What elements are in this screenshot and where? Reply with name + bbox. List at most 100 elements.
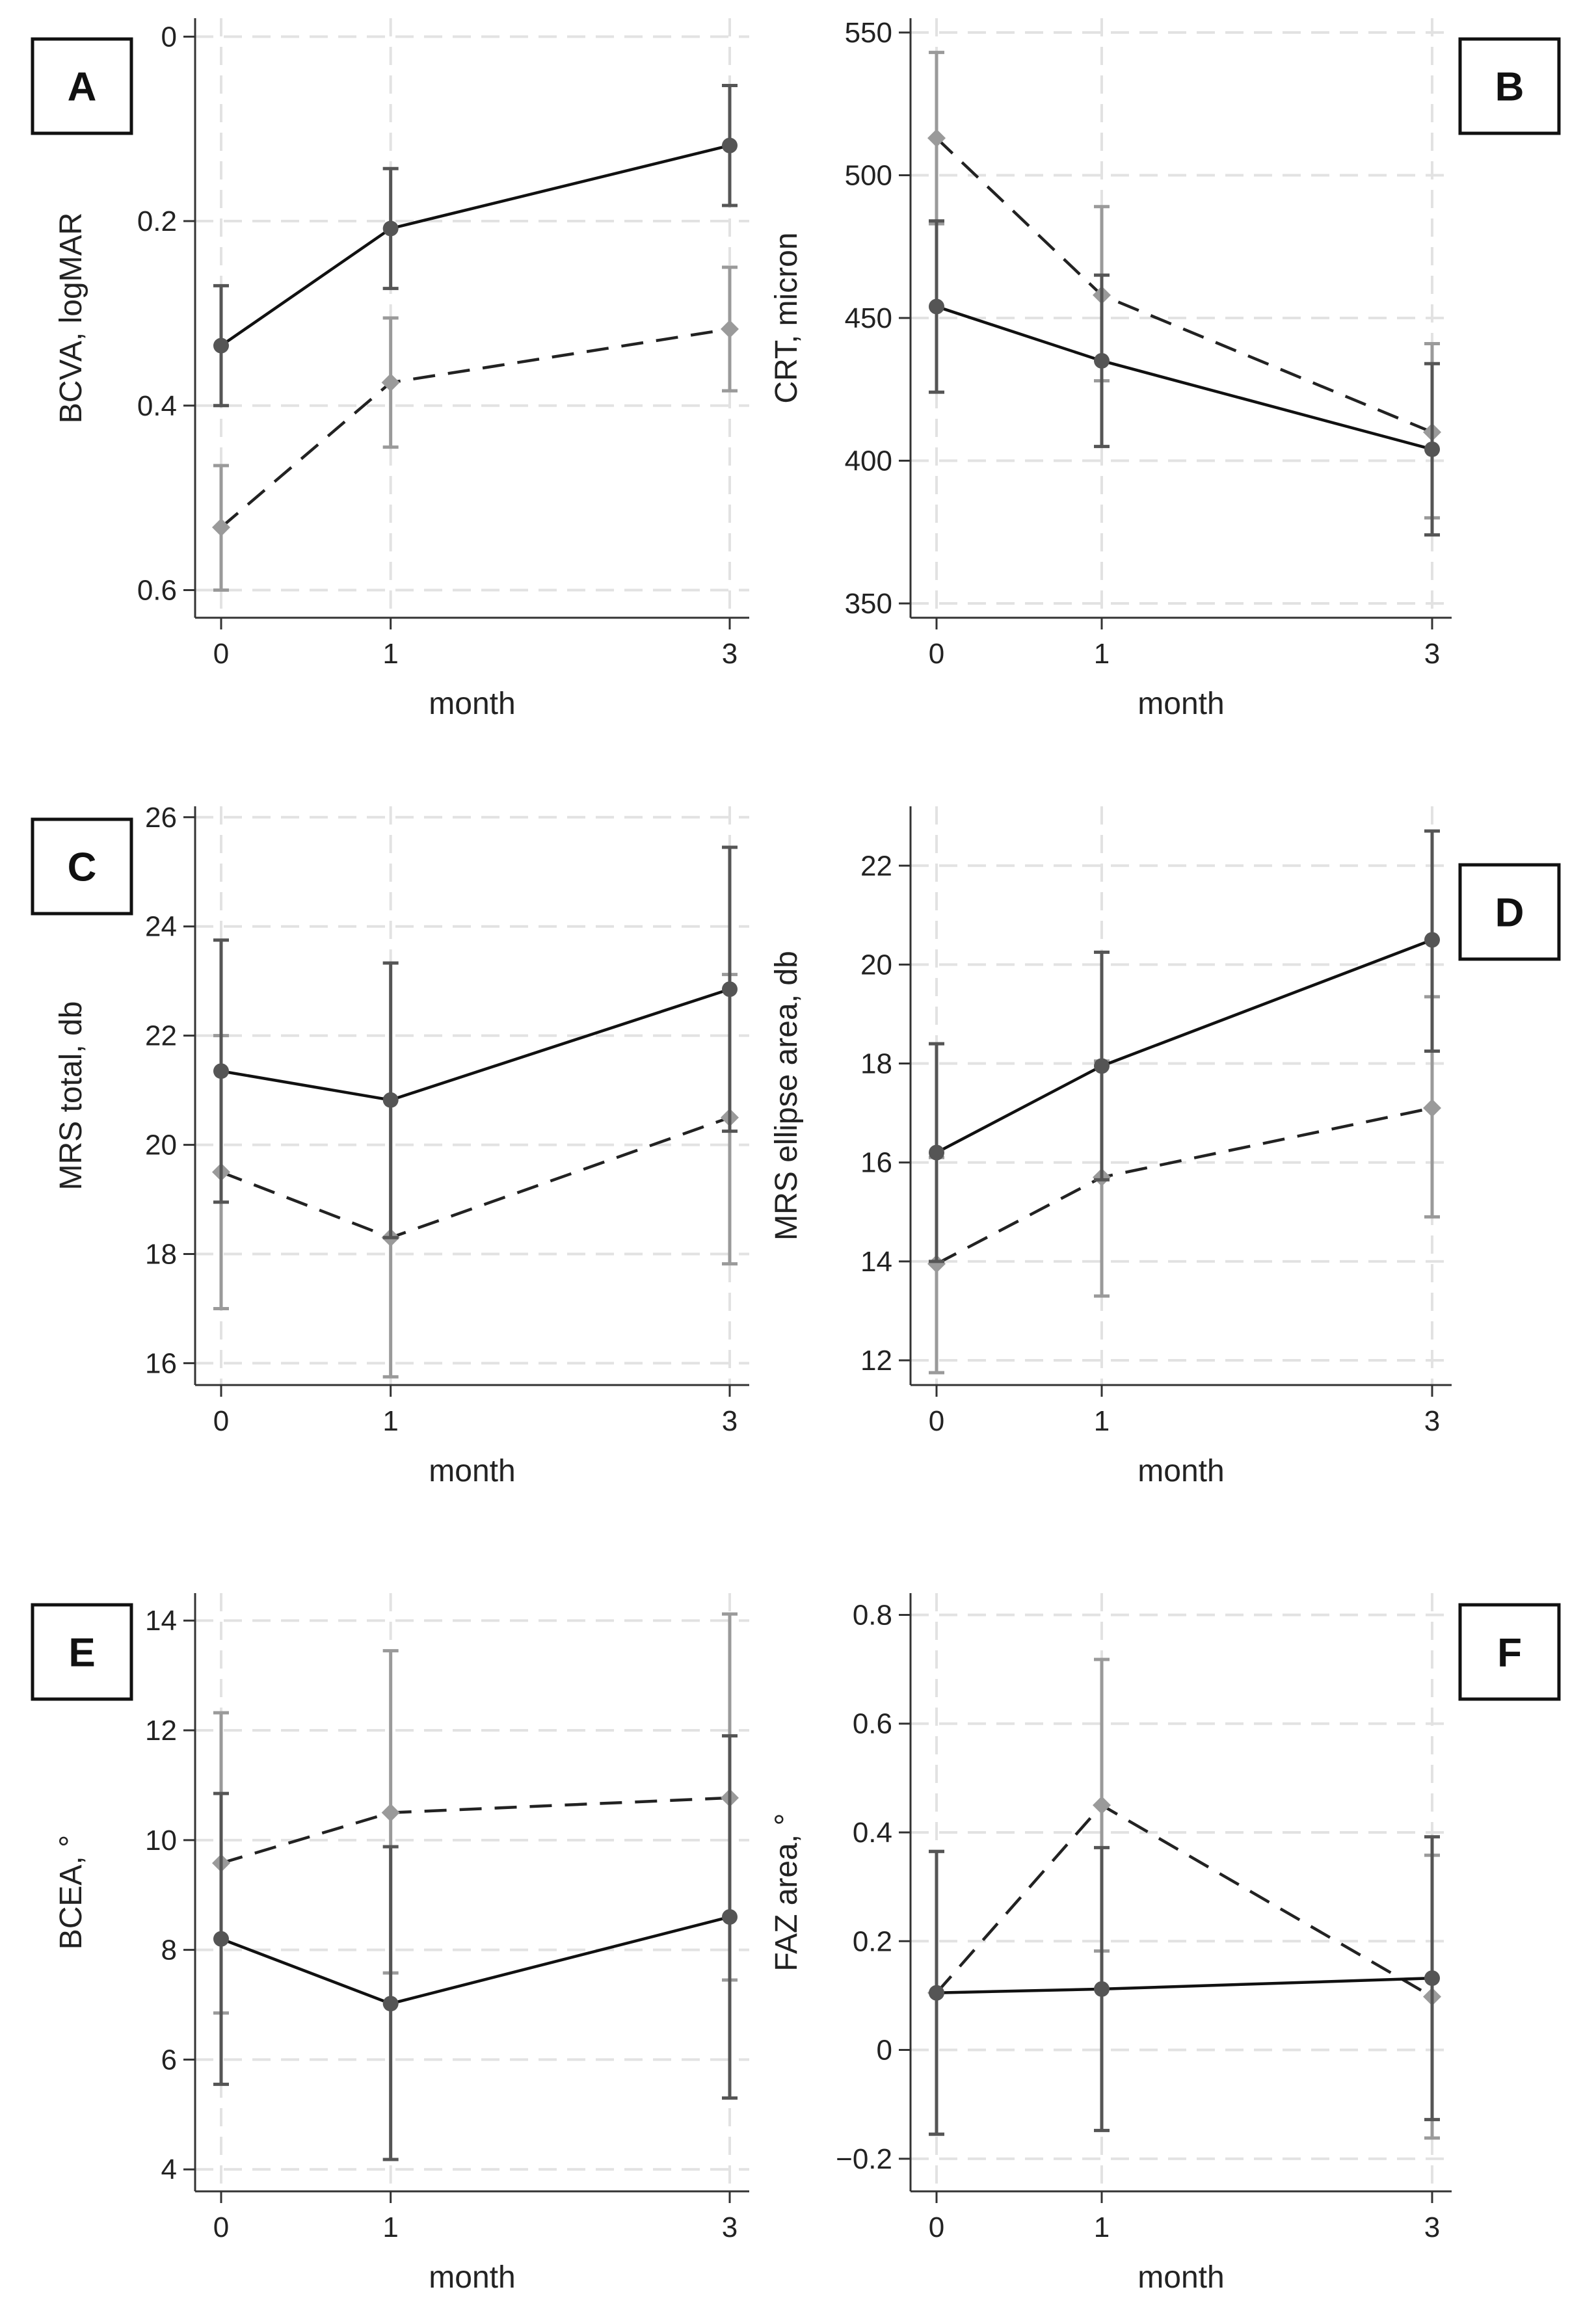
series-solid bbox=[213, 845, 738, 1239]
panel-e: 4 6 8 10 12 14 0 1 3 month BCEA, ° E bbox=[31, 1593, 749, 2295]
series-line bbox=[220, 327, 730, 529]
series-line bbox=[220, 144, 730, 347]
x-tick-label: 1 bbox=[382, 1405, 398, 1437]
data-point bbox=[722, 137, 738, 153]
y-tick-label: 0.4 bbox=[137, 390, 177, 422]
y-axis-title: CRT, micron bbox=[769, 232, 804, 403]
series-solid bbox=[213, 84, 738, 408]
series-dashed bbox=[927, 995, 1441, 1375]
panel-label: A bbox=[68, 65, 97, 110]
x-tick-label: 1 bbox=[382, 638, 398, 670]
y-axis-title: MRS ellipse area, db bbox=[769, 951, 804, 1241]
series-dashed bbox=[927, 1657, 1441, 2140]
data-point bbox=[1093, 1796, 1111, 1815]
data-point bbox=[382, 1092, 399, 1108]
x-tick-label: 0 bbox=[929, 638, 944, 670]
x-axis-title: month bbox=[429, 1454, 515, 1488]
data-point bbox=[1424, 441, 1440, 457]
x-tick-label: 1 bbox=[1094, 2212, 1110, 2243]
y-axis-title: BCVA, logMAR bbox=[54, 213, 88, 424]
series-line bbox=[935, 1106, 1433, 1265]
panel-d: 12 14 16 18 20 22 0 1 3 month MRS ellipse area, db… bbox=[769, 806, 1561, 1488]
x-axis-title: month bbox=[1138, 687, 1224, 721]
y-tick-label: 22 bbox=[145, 1020, 177, 1052]
series-line bbox=[935, 137, 1433, 434]
panel-label: C bbox=[68, 845, 97, 890]
data-point bbox=[1424, 932, 1440, 948]
data-point bbox=[382, 1996, 399, 2012]
series-dashed bbox=[927, 51, 1441, 520]
data-point bbox=[927, 1254, 946, 1273]
panel-label-box bbox=[1458, 1603, 1561, 1701]
y-tick-label: 0.8 bbox=[853, 1599, 892, 1631]
series-line bbox=[935, 938, 1433, 1154]
series-line bbox=[936, 1976, 1433, 1994]
y-tick-label: 0 bbox=[161, 21, 177, 53]
data-point bbox=[722, 981, 738, 997]
series-dashed bbox=[212, 1612, 739, 2015]
y-tick-label: 20 bbox=[860, 949, 892, 981]
x-tick-label: 3 bbox=[1424, 1405, 1440, 1437]
y-tick-label: 16 bbox=[860, 1147, 892, 1179]
series-solid bbox=[929, 829, 1440, 1263]
panel-label-box bbox=[31, 1603, 133, 1701]
y-tick-label: 20 bbox=[145, 1129, 177, 1161]
x-axis-title: month bbox=[1138, 2260, 1224, 2295]
y-tick-label: 0.2 bbox=[853, 1925, 892, 1957]
data-point bbox=[722, 1908, 738, 1925]
panel-label: F bbox=[1497, 1631, 1522, 1676]
y-tick-label: 0 bbox=[877, 2035, 892, 2067]
panel-label: D bbox=[1495, 891, 1524, 936]
y-tick-label: 14 bbox=[145, 1605, 177, 1637]
panel-label-box bbox=[1458, 37, 1561, 135]
series-solid bbox=[213, 1734, 738, 2161]
series-solid bbox=[929, 219, 1440, 537]
y-tick-label: 350 bbox=[845, 588, 892, 620]
panel-label: B bbox=[1495, 65, 1524, 110]
y-tick-label: 0.6 bbox=[853, 1708, 892, 1740]
y-tick-label: 4 bbox=[161, 2154, 177, 2185]
data-point bbox=[1424, 1970, 1440, 1987]
x-tick-label: 3 bbox=[1424, 638, 1440, 670]
series-line bbox=[220, 1915, 730, 2005]
y-tick-label: 22 bbox=[860, 850, 892, 882]
data-point bbox=[1423, 1099, 1441, 1118]
series-dashed bbox=[212, 265, 739, 592]
y-tick-label: 0.2 bbox=[137, 205, 177, 237]
panel-label-box bbox=[1458, 863, 1561, 961]
data-point bbox=[929, 1985, 944, 2001]
y-tick-label: 400 bbox=[845, 445, 892, 477]
data-point bbox=[1094, 1981, 1110, 1997]
panel-label-box bbox=[31, 817, 133, 916]
x-axis-title: month bbox=[429, 2260, 515, 2295]
y-tick-label: 500 bbox=[845, 159, 892, 191]
panel-b: 350 400 450 500 550 0 1 3 month CRT, micron B bbox=[769, 17, 1561, 721]
y-tick-label: 24 bbox=[145, 911, 177, 943]
y-tick-label: 12 bbox=[860, 1345, 892, 1377]
panel-label: E bbox=[68, 1631, 95, 1676]
data-point bbox=[212, 518, 230, 536]
y-tick-label: 6 bbox=[161, 2044, 177, 2076]
x-tick-label: 0 bbox=[213, 638, 229, 670]
y-tick-label: 8 bbox=[161, 1934, 177, 1966]
data-point bbox=[1094, 352, 1110, 369]
data-point bbox=[213, 337, 229, 354]
y-tick-label: 550 bbox=[845, 17, 892, 49]
series-line bbox=[220, 988, 730, 1102]
series-line bbox=[220, 1116, 730, 1239]
y-tick-label: 18 bbox=[145, 1238, 177, 1270]
y-axis-title: MRS total, db bbox=[54, 1001, 88, 1191]
data-point bbox=[929, 1144, 944, 1161]
series-line bbox=[220, 1796, 730, 1865]
data-point bbox=[929, 298, 944, 315]
x-tick-label: 3 bbox=[722, 2212, 738, 2243]
x-tick-label: 3 bbox=[722, 638, 738, 670]
y-axis-title: BCEA, ° bbox=[54, 1835, 88, 1950]
series-line bbox=[935, 1803, 1433, 1998]
x-tick-label: 0 bbox=[213, 1405, 229, 1437]
panel-label-box bbox=[31, 37, 133, 135]
y-tick-label: −0.2 bbox=[836, 2143, 892, 2175]
panel-c: 16 18 20 22 24 26 0 1 3 month MRS total, db C bbox=[31, 802, 749, 1488]
y-tick-label: 0.4 bbox=[853, 1817, 892, 1849]
